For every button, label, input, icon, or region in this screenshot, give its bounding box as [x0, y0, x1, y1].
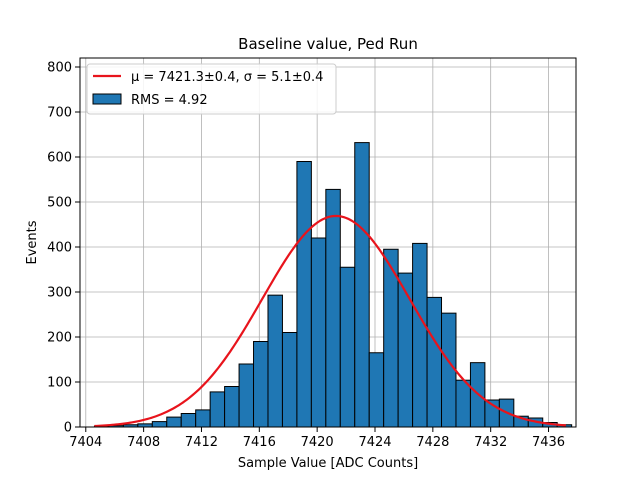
- histogram-bar-9: [224, 386, 240, 428]
- y-tick-label-7: 700: [47, 106, 72, 121]
- y-tick-label-6: 600: [47, 151, 72, 166]
- legend-fit-sigma: σ = 5.1±0.4: [244, 70, 324, 85]
- histogram-bar-5: [166, 416, 182, 428]
- chart-title: Baseline value, Ped Run: [238, 35, 418, 53]
- histogram-bar-13: [281, 332, 298, 428]
- x-axis-label: Sample Value [ADC Counts]: [238, 456, 418, 471]
- legend-box: [86, 63, 337, 115]
- axis-ticks: 7404 7408 7412 7416 7420 7424 7428 7432 7436 0 100…: [47, 61, 565, 451]
- histogram-bar-11: [253, 341, 269, 428]
- histogram-bar-14: [296, 161, 312, 428]
- x-tick-label-8: 7436: [532, 435, 565, 450]
- histogram-bar-8: [209, 391, 226, 428]
- y-tick-label-2: 200: [47, 331, 72, 346]
- histogram-bar-24: [441, 312, 457, 428]
- y-tick-label-0: 0: [64, 421, 72, 436]
- histogram-bar-23: [426, 296, 443, 428]
- legend-fit-label: μ = 7421.3±0.4, σ = 5.1±0.4: [131, 70, 323, 85]
- histogram-bar-17: [339, 266, 356, 428]
- histogram-bar-21: [397, 272, 414, 428]
- x-tick-label-1: 7408: [127, 435, 160, 450]
- x-tick-label-2: 7412: [185, 435, 218, 450]
- x-tick-label-4: 7420: [301, 435, 334, 450]
- plot-frame: [79, 57, 577, 428]
- y-tick-label-3: 300: [47, 286, 72, 301]
- x-tick-label-6: 7428: [416, 435, 449, 450]
- x-tick-label-0: 7404: [69, 435, 102, 450]
- x-tick-label-5: 7424: [358, 435, 391, 450]
- y-tick-label-1: 100: [47, 376, 72, 391]
- legend-hist-label: RMS = 4.92: [131, 93, 208, 108]
- histogram-bar-19: [368, 352, 385, 428]
- x-tick-label-3: 7416: [243, 435, 276, 450]
- histogram-bar-16: [325, 188, 341, 428]
- histogram-bar-15: [310, 237, 327, 428]
- histogram-bar-4: [151, 421, 168, 428]
- histogram-bar-18: [354, 142, 370, 428]
- legend: μ = 7421.3±0.4, σ = 5.1±0.4 RMS = 4.92: [86, 63, 337, 115]
- legend-fit-mu: μ = 7421.3±0.4: [131, 70, 235, 85]
- y-axis-label: Events: [25, 220, 40, 264]
- histogram-bar-10: [238, 363, 255, 428]
- legend-hist-swatch: [92, 93, 122, 105]
- histogram-bar-25: [455, 379, 471, 428]
- histogram-bar-12: [267, 294, 283, 428]
- y-tick-label-8: 800: [47, 61, 72, 76]
- x-tick-label-7: 7432: [474, 435, 507, 450]
- histogram-bar-7: [195, 409, 211, 428]
- gaussian-fit-curve: [94, 214, 566, 428]
- histogram-bar-6: [180, 413, 197, 428]
- histogram-bar-22: [412, 242, 428, 428]
- y-tick-label-4: 400: [47, 241, 72, 256]
- histogram-bars: [93, 142, 573, 428]
- y-tick-label-5: 500: [47, 196, 72, 211]
